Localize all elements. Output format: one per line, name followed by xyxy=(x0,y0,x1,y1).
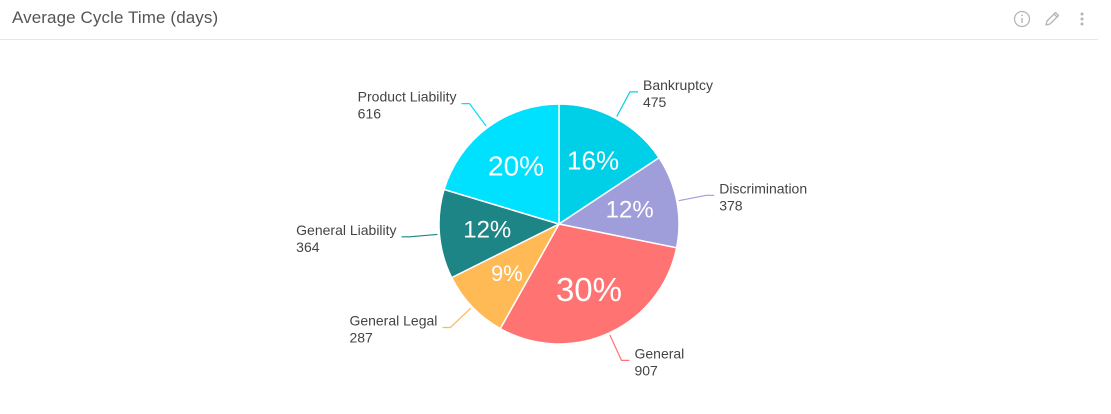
info-icon[interactable] xyxy=(1012,9,1032,29)
leader-line xyxy=(401,233,438,238)
pie-slice-general[interactable] xyxy=(499,223,678,345)
pencil-icon[interactable] xyxy=(1042,9,1062,29)
pie-slice-bankruptcy[interactable] xyxy=(558,103,661,226)
slice-percent-label: 20% xyxy=(488,151,544,182)
slice-name-label: General Legal xyxy=(349,312,437,328)
widget-header: Average Cycle Time (days) xyxy=(0,0,1098,40)
slice-percent-label: 9% xyxy=(491,261,523,286)
leader-line xyxy=(461,103,487,127)
slice-percent-label: 16% xyxy=(567,146,619,176)
slice-name-label: Product Liability xyxy=(358,89,457,105)
slice-percent-label: 12% xyxy=(606,197,654,224)
leader-line xyxy=(678,194,715,202)
pie-slice-product-liability[interactable] xyxy=(443,103,560,226)
slice-name-label: Discrimination xyxy=(719,180,807,196)
slice-value-label: 378 xyxy=(719,197,743,213)
widget-toolbar xyxy=(1012,9,1092,29)
leader-line xyxy=(616,91,638,117)
leader-line xyxy=(442,307,472,329)
slice-value-label: 616 xyxy=(358,106,382,122)
pie-slice-discrimination[interactable] xyxy=(557,156,680,249)
widget-title: Average Cycle Time (days) xyxy=(12,8,219,27)
slice-value-label: 287 xyxy=(349,329,373,345)
slice-name-label: General xyxy=(634,345,684,361)
slice-value-label: 475 xyxy=(643,94,667,110)
slice-name-label: General Liability xyxy=(296,222,396,238)
pie-slice-general-liability[interactable] xyxy=(438,188,562,279)
slice-value-label: 907 xyxy=(634,362,658,378)
slice-value-label: 364 xyxy=(296,239,320,255)
leader-line xyxy=(609,334,630,361)
slice-name-label: Bankruptcy xyxy=(643,77,713,93)
slice-percent-label: 12% xyxy=(463,217,511,244)
slice-percent-label: 30% xyxy=(556,271,622,308)
kebab-menu-icon[interactable] xyxy=(1072,9,1092,29)
